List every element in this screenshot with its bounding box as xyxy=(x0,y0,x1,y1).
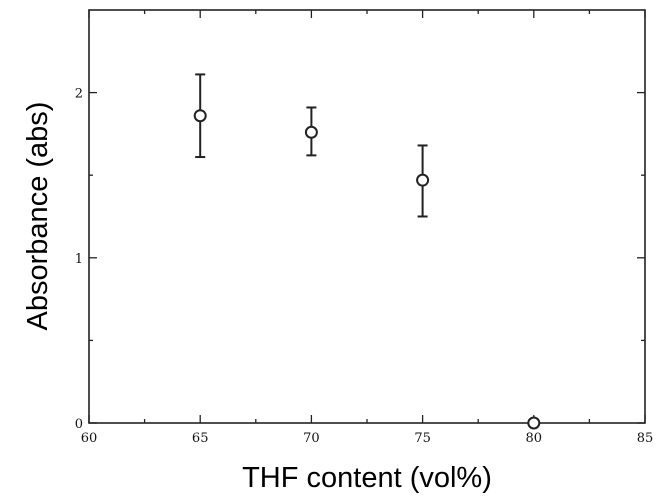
axis-ticks xyxy=(88,10,646,424)
plot-frame xyxy=(88,9,646,424)
x-tick-label: 65 xyxy=(192,431,209,446)
x-axis-title: THF content (vol%) xyxy=(242,462,492,494)
data-point xyxy=(304,125,318,139)
x-tick-label: 60 xyxy=(81,431,98,446)
data-point xyxy=(416,173,430,187)
x-tick-label: 70 xyxy=(303,431,320,446)
y-axis-title: Absorbance (abs) xyxy=(22,102,54,331)
x-tick-label: 85 xyxy=(637,431,654,446)
x-tick-label: 80 xyxy=(526,431,543,446)
x-tick-label: 75 xyxy=(414,431,431,446)
y-tick-label: 2 xyxy=(75,87,83,102)
y-tick-label: 0 xyxy=(75,417,83,432)
data-point xyxy=(193,109,207,123)
y-tick-label: 1 xyxy=(75,252,83,267)
data-point xyxy=(527,416,541,430)
data-points xyxy=(193,109,541,430)
error-bars xyxy=(195,73,428,218)
x-tick-labels: 60 65 70 75 80 85 xyxy=(81,431,654,446)
y-tick-labels: 0 1 2 xyxy=(75,87,83,432)
